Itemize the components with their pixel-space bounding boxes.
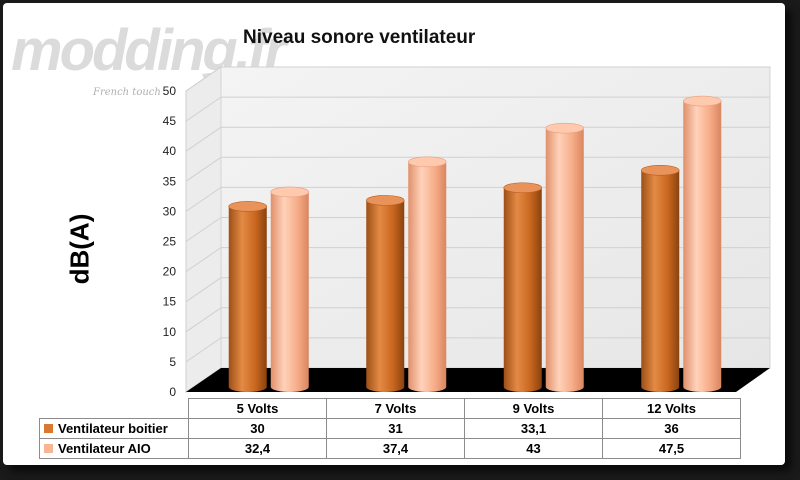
y-tick-label: 10 xyxy=(163,325,177,339)
x-tick-label: 9 Volts xyxy=(464,398,603,419)
data-label: 43 xyxy=(464,438,603,459)
data-table: 5 Volts 7 Volts 9 Volts 12 Volts Ventilateur… xyxy=(39,398,741,459)
x-tick-label: 5 Volts xyxy=(188,398,327,419)
gridline-side xyxy=(185,337,222,363)
data-label: 36 xyxy=(602,418,741,439)
table-row: Ventilateur AIO 32,4 37,4 43 47,5 xyxy=(39,438,741,459)
y-tick-label: 35 xyxy=(163,174,177,188)
gridline-side xyxy=(185,307,222,333)
bar-boitier-1 xyxy=(365,195,405,392)
legend-swatch xyxy=(44,424,53,433)
y-tick-label: 40 xyxy=(163,144,177,158)
y-tick-label: 0 xyxy=(169,385,176,399)
chart-frame: modding.fr French touch 0 5 10 15 20 25 30 35 xyxy=(3,3,785,465)
y-tick-label: 5 xyxy=(169,355,176,369)
floor xyxy=(186,368,770,392)
legend-label: Ventilateur AIO xyxy=(58,441,151,456)
chart-title: Niveau sonore ventilateur xyxy=(243,27,476,48)
x-tick-label: 7 Volts xyxy=(326,398,465,419)
bar-boitier-3 xyxy=(640,164,680,392)
y-axis-ticks: 0 5 10 15 20 25 30 35 40 45 50 xyxy=(163,84,177,399)
gridline-side xyxy=(185,247,222,273)
y-tick-label: 50 xyxy=(163,84,177,98)
x-tick-label: 12 Volts xyxy=(602,398,741,419)
table-row: Ventilateur boitier 30 31 33,1 36 xyxy=(39,418,741,439)
y-axis-label: dB(A) xyxy=(64,213,95,285)
y-tick-label: 15 xyxy=(163,295,177,309)
y-tick-label: 25 xyxy=(163,235,177,249)
legend-label: Ventilateur boitier xyxy=(58,421,168,436)
data-label: 30 xyxy=(188,418,327,439)
data-label: 31 xyxy=(326,418,465,439)
gridline-side xyxy=(185,126,222,152)
bar-aio-1 xyxy=(407,156,447,392)
chart-plot: 0 5 10 15 20 25 30 35 40 45 50 xyxy=(163,66,771,399)
y-tick-label: 45 xyxy=(163,114,177,128)
bar-aio-2 xyxy=(545,122,585,392)
data-label: 47,5 xyxy=(602,438,741,459)
gridline-side xyxy=(185,66,222,92)
data-label: 33,1 xyxy=(464,418,603,439)
data-label: 32,4 xyxy=(188,438,327,459)
bar-boitier-0 xyxy=(228,201,268,392)
legend-swatch xyxy=(44,444,53,453)
legend-entry: Ventilateur boitier xyxy=(39,418,189,439)
table-corner xyxy=(39,398,189,419)
bar-boitier-2 xyxy=(503,182,543,392)
gridline-side xyxy=(185,156,222,182)
legend-entry: Ventilateur AIO xyxy=(39,438,189,459)
y-tick-label: 20 xyxy=(163,265,177,279)
gridline-side xyxy=(185,186,222,212)
chart-bars xyxy=(228,95,722,393)
gridline-side xyxy=(185,277,222,303)
watermark-tagline: French touch xyxy=(93,87,161,98)
y-tick-label: 30 xyxy=(163,204,177,218)
bar-aio-0 xyxy=(270,186,310,392)
bar-aio-3 xyxy=(682,95,722,393)
gridline-side xyxy=(185,96,222,122)
data-label: 37,4 xyxy=(326,438,465,459)
gridline-side xyxy=(185,217,222,242)
